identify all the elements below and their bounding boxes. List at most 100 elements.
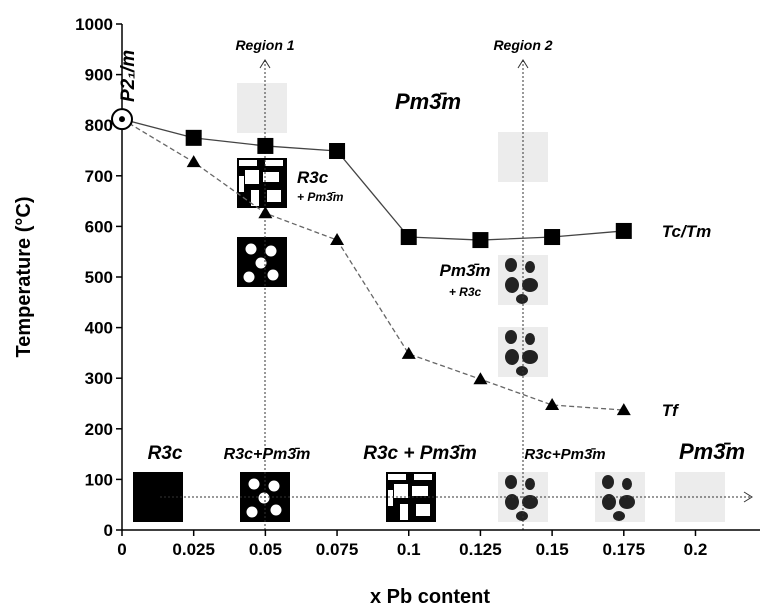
square-marker — [472, 232, 489, 249]
square-marker — [329, 143, 346, 160]
triangle-marker — [186, 155, 201, 168]
x-tick-label: 0.025 — [172, 540, 215, 559]
icon-rect — [388, 474, 406, 480]
icon-rect — [412, 486, 428, 496]
icon-blob — [525, 333, 535, 345]
annotation: + R3c — [449, 285, 482, 299]
annotation: R3c + Pm3̄m — [363, 443, 477, 464]
icon-blob — [602, 475, 614, 489]
icon-blob — [505, 349, 519, 365]
icon-blob — [522, 350, 538, 364]
triangle-marker — [545, 398, 560, 411]
y-tick-label: 500 — [85, 268, 113, 287]
icon-rect — [263, 172, 279, 182]
annotation: R3c+Pm3̄m — [524, 446, 605, 463]
x-tick-label: 0.125 — [459, 540, 502, 559]
annotation: R3c — [297, 168, 329, 187]
icon-rect — [239, 176, 244, 192]
icon-rect — [239, 160, 257, 166]
icon-dot — [248, 478, 260, 490]
annotation: Pm3̄m — [679, 439, 745, 464]
annotation: Region 2 — [493, 37, 552, 53]
icon-blob — [525, 478, 535, 490]
icon-dot — [270, 504, 282, 516]
x-tick-label: 0.175 — [603, 540, 646, 559]
icon-dot — [245, 243, 257, 255]
x-tick-label: 0.15 — [536, 540, 569, 559]
icon-rect — [251, 190, 259, 206]
icon-blob — [505, 277, 519, 293]
x-tick-label: 0.05 — [249, 540, 282, 559]
x-tick-label: 0 — [117, 540, 126, 559]
icon-blob — [619, 495, 635, 509]
annotation: Pm3̄m — [439, 261, 490, 280]
annotation: Pm3̄m — [395, 89, 461, 114]
icon-rect — [394, 484, 408, 498]
y-tick-label: 1000 — [75, 15, 113, 34]
triangle-marker — [330, 233, 345, 246]
icon-blob — [516, 366, 528, 376]
x-axis-label: x Pb content — [370, 586, 490, 608]
icon-rect — [400, 504, 408, 520]
icon-blob — [613, 511, 625, 521]
icon-dot — [268, 480, 280, 492]
x-tick-label: 0.1 — [397, 540, 421, 559]
icon-blob — [522, 495, 538, 509]
annotation: R3c+Pm3̄m — [224, 446, 311, 463]
icon-blob — [602, 494, 616, 510]
y-tick-label: 0 — [104, 521, 113, 540]
icon-blob — [505, 494, 519, 510]
icon-blob — [522, 278, 538, 292]
y-tick-label: 200 — [85, 420, 113, 439]
arrow-head — [259, 59, 271, 69]
microstructure-icon — [133, 472, 183, 522]
x-tick-label: 0.075 — [316, 540, 359, 559]
icon-rect — [267, 190, 281, 202]
square-marker — [400, 229, 417, 246]
icon-dot — [258, 492, 270, 504]
y-tick-label: 100 — [85, 470, 113, 489]
annotation: + Pm3̄m — [297, 190, 344, 204]
series-label: Tf — [662, 401, 680, 420]
icon-rect — [265, 160, 283, 166]
square-marker — [185, 129, 202, 146]
series-line — [121, 118, 624, 411]
series-line — [121, 118, 624, 241]
icon-dot — [246, 506, 258, 518]
icon-dot — [265, 245, 277, 257]
icon-blob — [516, 294, 528, 304]
triangle-marker — [616, 403, 631, 416]
icon-rect — [245, 170, 259, 184]
transition-label: P2₁/m — [118, 50, 139, 102]
y-axis-label: Temperature (°C) — [13, 197, 35, 358]
x-tick-label: 0.2 — [684, 540, 708, 559]
y-tick-label: 600 — [85, 217, 113, 236]
microstructure-icon — [237, 83, 287, 133]
annotation: Region 1 — [235, 37, 294, 53]
icon-blob — [505, 330, 517, 344]
icon-blob — [505, 258, 517, 272]
square-marker — [257, 137, 274, 154]
icon-dot — [255, 257, 267, 269]
annotation: R3c — [148, 443, 183, 464]
y-tick-label: 400 — [85, 319, 113, 338]
y-tick-label: 900 — [85, 66, 113, 85]
icon-rect — [388, 490, 393, 506]
arrow-head — [517, 59, 529, 69]
icon-blob — [525, 261, 535, 273]
y-tick-label: 300 — [85, 369, 113, 388]
icon-dot — [243, 271, 255, 283]
y-tick-label: 800 — [85, 116, 113, 135]
icon-blob — [622, 478, 632, 490]
arrow-head — [743, 491, 753, 503]
square-marker — [544, 229, 561, 246]
y-tick-label: 700 — [85, 167, 113, 186]
triangle-marker — [473, 372, 488, 385]
icon-dot — [267, 269, 279, 281]
series-label: Tc/Tm — [662, 222, 711, 241]
icon-rect — [416, 504, 430, 516]
icon-blob — [505, 475, 517, 489]
transition-dot — [119, 116, 125, 123]
square-marker — [615, 222, 632, 239]
